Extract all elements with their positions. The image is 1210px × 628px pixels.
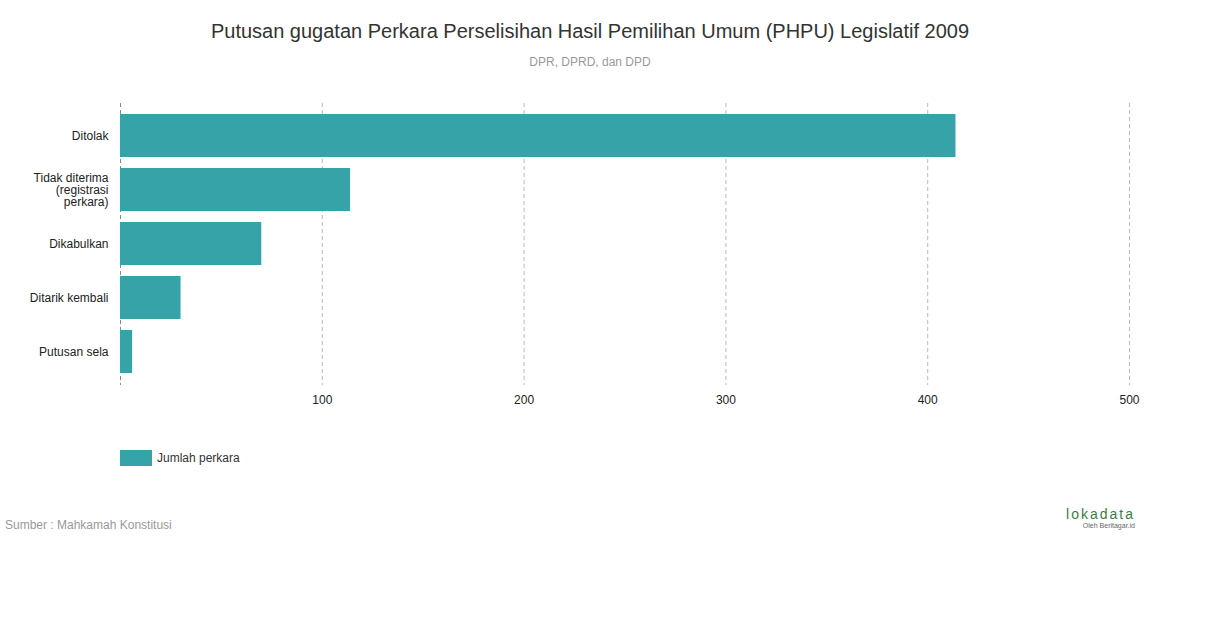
svg-text:100: 100 [312, 393, 332, 407]
svg-text:400: 400 [918, 393, 938, 407]
html-text:Jumlah perkara: Jumlah perkara [157, 451, 240, 465]
svg-text:300: 300 [716, 393, 736, 407]
svg-text:Dikabulkan: Dikabulkan [49, 237, 108, 251]
html-text:DPR, DPRD, dan DPD: DPR, DPRD, dan DPD [529, 55, 651, 69]
svg-text:Tidak diterima(registrasiperka: Tidak diterima(registrasiperkara) [34, 171, 109, 209]
html-text:Putusan gugatan Perkara Persel: Putusan gugatan Perkara Perselisihan Has… [210, 20, 970, 42]
svg-text:Ditarik kembali: Ditarik kembali [30, 291, 109, 305]
html-text:lokadata: lokadata [1066, 506, 1135, 522]
svg-text:Putusan sela: Putusan sela [39, 345, 109, 359]
svg-text:500: 500 [1119, 393, 1139, 407]
svg-text:Ditolak: Ditolak [72, 129, 110, 143]
svg-text:200: 200 [514, 393, 534, 407]
html-text:Sumber : Mahkamah Konstitusi: Sumber : Mahkamah Konstitusi [5, 518, 172, 532]
html-text:Oleh Beritagar.id: Oleh Beritagar.id [1082, 522, 1135, 529]
